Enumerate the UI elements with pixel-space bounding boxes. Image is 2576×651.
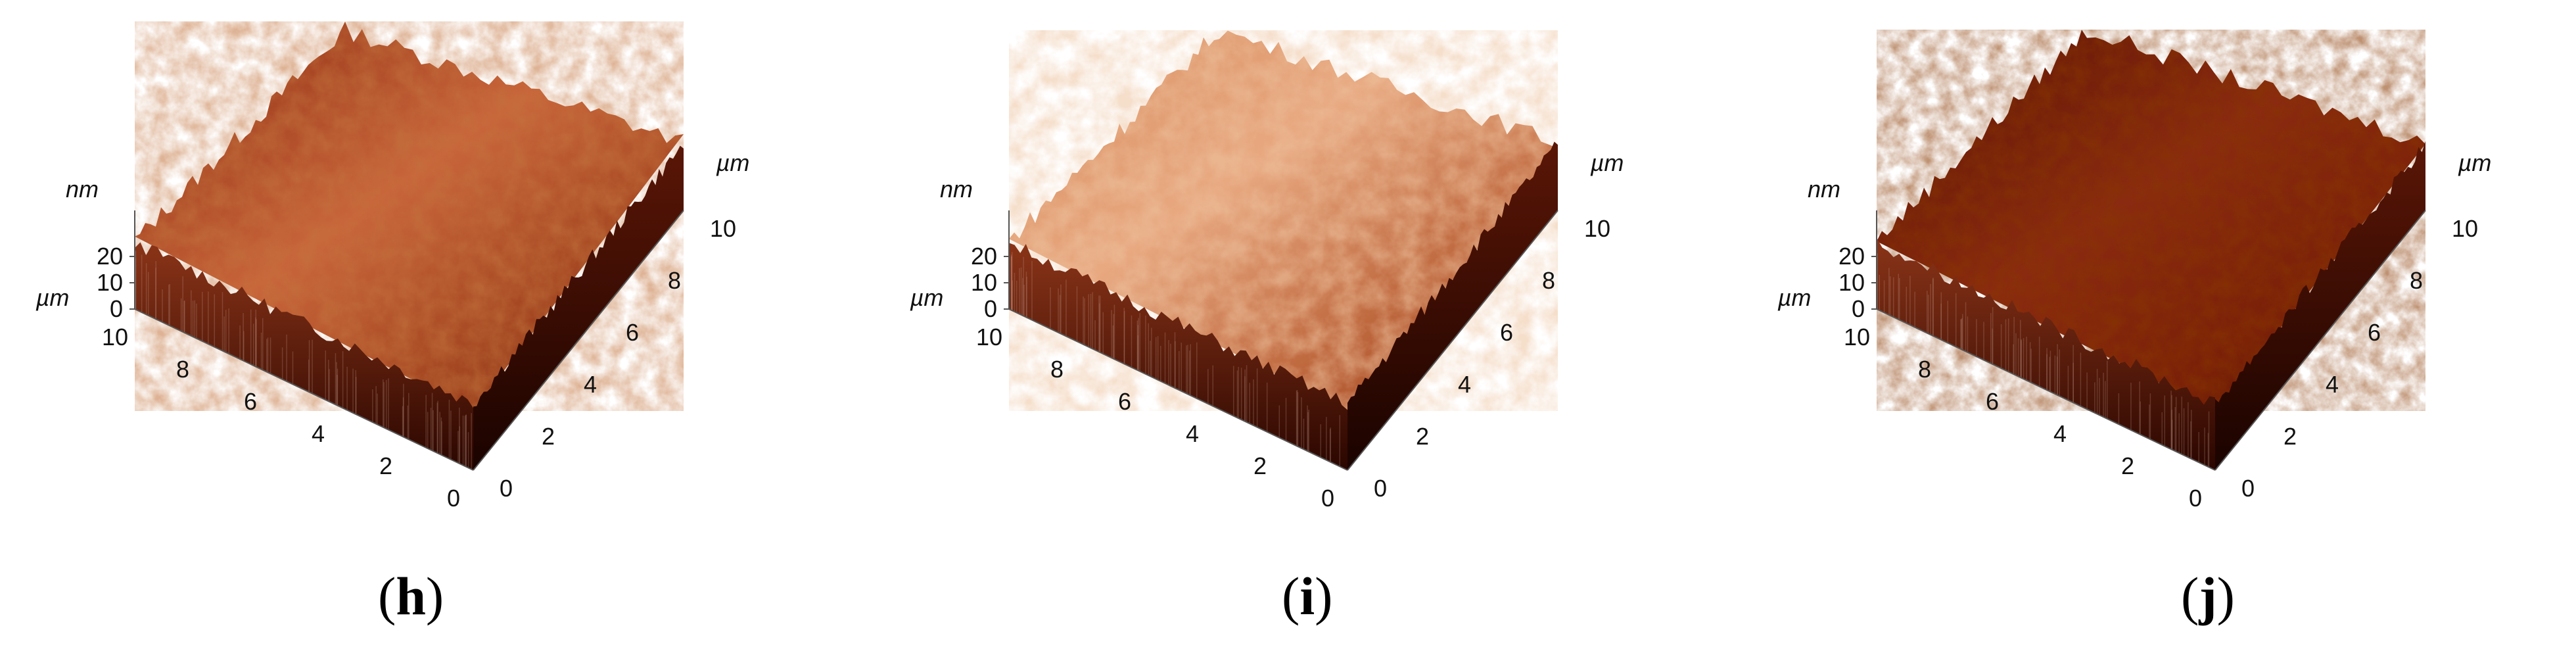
right-axis-tick-label: 4 bbox=[584, 371, 597, 398]
right-axis-line bbox=[473, 210, 684, 471]
z-axis-unit: nm bbox=[1808, 176, 1840, 203]
left-axis-unit: µm bbox=[1777, 284, 1812, 311]
surface-front-left-wall bbox=[1877, 237, 2215, 470]
surface-front-right-wall bbox=[1347, 141, 1558, 470]
right-axis-tick-label: 6 bbox=[2368, 319, 2381, 346]
left-axis-line bbox=[1876, 308, 2216, 471]
left-axis-tick-label: 0 bbox=[447, 485, 460, 512]
right-axis-tick-label: 6 bbox=[1500, 319, 1513, 346]
surface-front-left-wall bbox=[135, 242, 473, 470]
z-tick-label: 0 bbox=[110, 295, 123, 322]
left-axis-tick-label: 2 bbox=[1253, 452, 1267, 479]
right-axis-unit: µm bbox=[2458, 149, 2492, 176]
right-axis-tick-label: 2 bbox=[542, 423, 555, 450]
right-axis-unit: µm bbox=[716, 149, 750, 176]
z-axis-unit: nm bbox=[66, 176, 99, 203]
left-axis-tick-label: 6 bbox=[1986, 388, 1999, 415]
surface-texture bbox=[1009, 30, 1558, 411]
right-axis-tick-label: 10 bbox=[2452, 215, 2478, 242]
z-tick-label: 10 bbox=[971, 269, 997, 296]
right-axis-tick-label: 8 bbox=[2410, 267, 2423, 294]
left-axis-unit: µm bbox=[910, 284, 944, 311]
panel-label-j: (j) bbox=[2181, 566, 2235, 626]
right-axis-tick-label: 0 bbox=[2241, 475, 2255, 502]
z-axis-unit: nm bbox=[940, 176, 973, 203]
right-axis-tick-label: 0 bbox=[1374, 475, 1387, 502]
surface-texture bbox=[135, 21, 684, 412]
z-tick-label: 20 bbox=[1838, 243, 1865, 270]
z-tick-label: 10 bbox=[1838, 269, 1865, 296]
right-axis-tick-label: 6 bbox=[626, 319, 639, 346]
surface-front-right-wall bbox=[2215, 141, 2425, 470]
left-axis-unit: µm bbox=[35, 284, 70, 311]
left-axis-tick-label: 4 bbox=[2053, 420, 2067, 447]
right-axis-tick-label: 8 bbox=[1542, 267, 1555, 294]
right-axis-tick-label: 0 bbox=[500, 475, 513, 502]
left-axis-tick-label: 6 bbox=[1118, 388, 1131, 415]
right-axis-line bbox=[2214, 210, 2426, 471]
right-axis-tick-label: 8 bbox=[668, 267, 681, 294]
left-axis-tick-label: 6 bbox=[244, 388, 257, 415]
right-axis-tick-label: 10 bbox=[710, 215, 736, 242]
left-axis-line bbox=[1008, 308, 1348, 471]
left-axis-tick-label: 10 bbox=[976, 324, 1002, 350]
surface-front-right-wall bbox=[473, 145, 684, 470]
right-axis-tick-label: 2 bbox=[2283, 423, 2297, 450]
panel-label-h: (h) bbox=[378, 566, 444, 626]
left-axis-tick-label: 2 bbox=[2121, 452, 2134, 479]
left-axis-tick-label: 2 bbox=[379, 452, 392, 479]
right-axis-tick-label: 4 bbox=[1458, 371, 1471, 398]
z-tick-label: 20 bbox=[97, 243, 123, 270]
left-axis-tick-label: 10 bbox=[102, 324, 128, 350]
z-tick-label: 10 bbox=[97, 269, 123, 296]
right-axis-line bbox=[1347, 210, 1558, 471]
z-tick-label: 0 bbox=[1852, 295, 1865, 322]
left-axis-tick-label: 4 bbox=[1186, 420, 1199, 447]
left-axis-tick-label: 10 bbox=[1844, 324, 1870, 350]
right-axis-tick-label: 10 bbox=[1584, 215, 1610, 242]
left-axis-line bbox=[134, 308, 474, 471]
z-tick-label: 20 bbox=[971, 243, 997, 270]
left-axis-tick-label: 0 bbox=[2189, 485, 2202, 512]
surface-texture bbox=[1877, 30, 2425, 412]
panel-label-i: (i) bbox=[1282, 566, 1333, 626]
left-axis-tick-label: 8 bbox=[1918, 356, 1931, 383]
left-axis-tick-label: 8 bbox=[1050, 356, 1064, 383]
left-axis-tick-label: 8 bbox=[176, 356, 189, 383]
right-axis-tick-label: 2 bbox=[1416, 423, 1429, 450]
surface-front-left-wall bbox=[1009, 243, 1347, 470]
left-axis-tick-label: 0 bbox=[1321, 485, 1334, 512]
z-tick-label: 0 bbox=[984, 295, 997, 322]
right-axis-unit: µm bbox=[1590, 149, 1624, 176]
left-axis-tick-label: 4 bbox=[312, 420, 325, 447]
right-axis-tick-label: 4 bbox=[2326, 371, 2339, 398]
